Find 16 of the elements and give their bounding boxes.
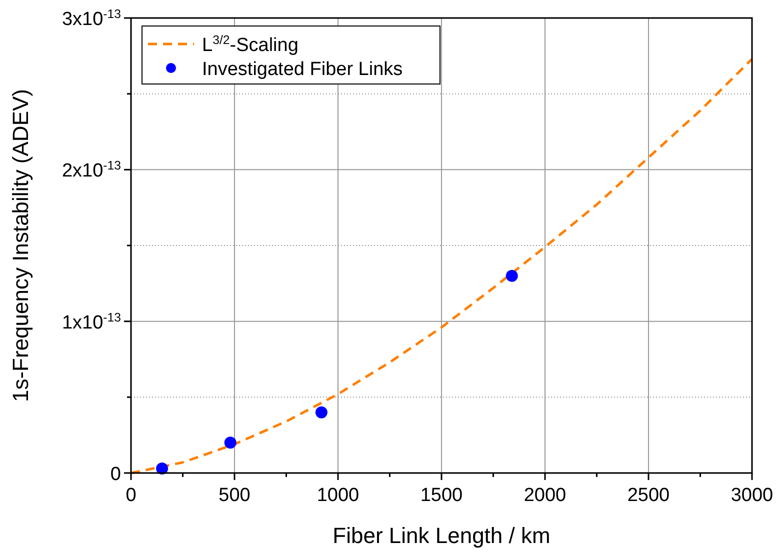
y-axis-title: 1s-Frequency Instability (ADEV): [8, 89, 33, 402]
x-tick-label: 0: [126, 485, 136, 506]
x-tick-label: 2000: [524, 485, 566, 506]
y-tick-label: 0: [110, 464, 121, 485]
legend-label: Investigated Fiber Links: [202, 59, 403, 80]
x-tick-label: 1000: [316, 485, 360, 506]
y-tick-label: 3x10$^{-13}$: [62, 7, 122, 30]
y-tick-label: 2x10$^{-13}$: [62, 158, 122, 182]
x-tick-label: 500: [218, 485, 250, 506]
x-axis-title: Fiber Link Length / km: [332, 523, 550, 548]
x-tick-label: 3000: [730, 485, 774, 506]
legend-label: L$^{3/2}$-Scaling: [202, 33, 298, 56]
line-series: [130, 58, 754, 474]
y-tick-label: 1x10$^{-13}$: [62, 310, 122, 334]
x-tick-label: 2500: [627, 485, 670, 506]
x-tick-label: 1500: [420, 485, 463, 506]
